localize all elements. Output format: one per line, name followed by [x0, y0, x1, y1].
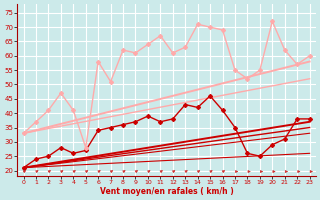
X-axis label: Vent moyen/en rafales ( km/h ): Vent moyen/en rafales ( km/h ): [100, 187, 234, 196]
